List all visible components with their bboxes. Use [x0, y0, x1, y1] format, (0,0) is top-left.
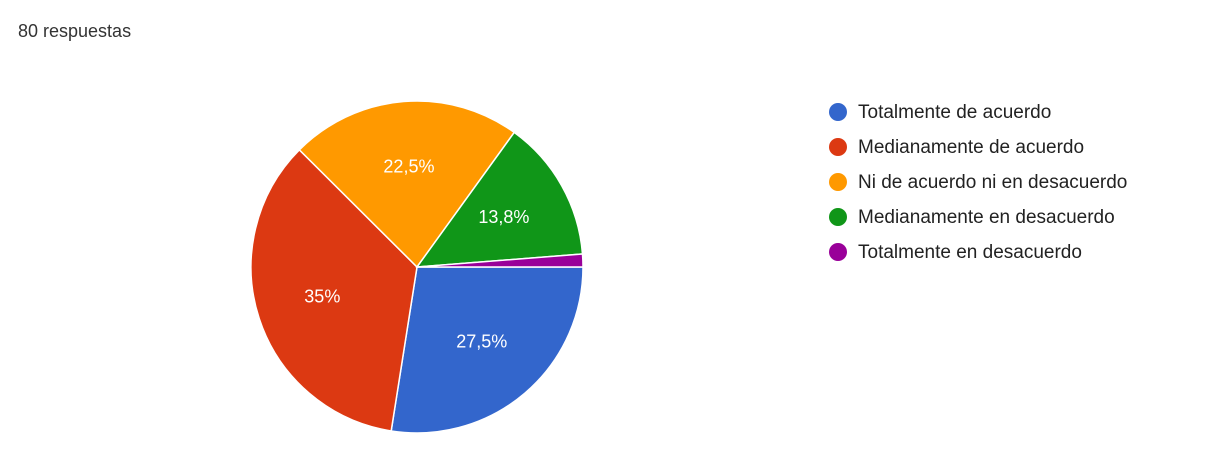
slice-labels: 27,5% 35% 22,5% 13,8%: [304, 156, 529, 351]
legend-swatch: [829, 243, 847, 261]
legend-label: Totalmente de acuerdo: [858, 102, 1051, 123]
legend-label: Medianamente de acuerdo: [858, 137, 1084, 158]
legend-swatch: [829, 138, 847, 156]
legend: Totalmente de acuerdo Medianamente de acu…: [829, 102, 1127, 263]
pie-slice: [298, 100, 516, 269]
legend-label: Medianamente en desacuerdo: [858, 207, 1115, 228]
pie-slice: [415, 131, 584, 268]
pie-slice: [250, 148, 418, 432]
legend-swatch: [829, 103, 847, 121]
slice-label: 27,5%: [456, 331, 507, 351]
legend-swatch: [829, 173, 847, 191]
legend-label: Ni de acuerdo ni en desacuerdo: [858, 172, 1127, 193]
pie: [250, 100, 584, 434]
legend-swatch: [829, 208, 847, 226]
chart-title: 80 respuestas: [18, 21, 131, 41]
pie-slice: [416, 253, 584, 268]
legend-label: Totalmente en desacuerdo: [858, 242, 1082, 263]
slice-label: 22,5%: [383, 156, 434, 176]
pie-slice: [390, 266, 584, 434]
slice-label: 35%: [304, 287, 340, 307]
slice-label: 13,8%: [478, 207, 529, 227]
